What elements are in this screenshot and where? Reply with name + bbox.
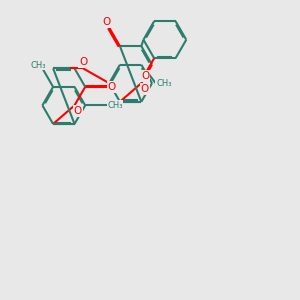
Text: CH₃: CH₃ bbox=[107, 101, 123, 110]
Text: O: O bbox=[141, 71, 149, 81]
Text: O: O bbox=[140, 84, 149, 94]
Text: O: O bbox=[108, 82, 116, 92]
Text: CH₃: CH₃ bbox=[156, 79, 172, 88]
Text: O: O bbox=[102, 17, 110, 28]
Text: O: O bbox=[74, 106, 82, 116]
Text: O: O bbox=[79, 57, 87, 68]
Text: CH₃: CH₃ bbox=[31, 61, 46, 70]
